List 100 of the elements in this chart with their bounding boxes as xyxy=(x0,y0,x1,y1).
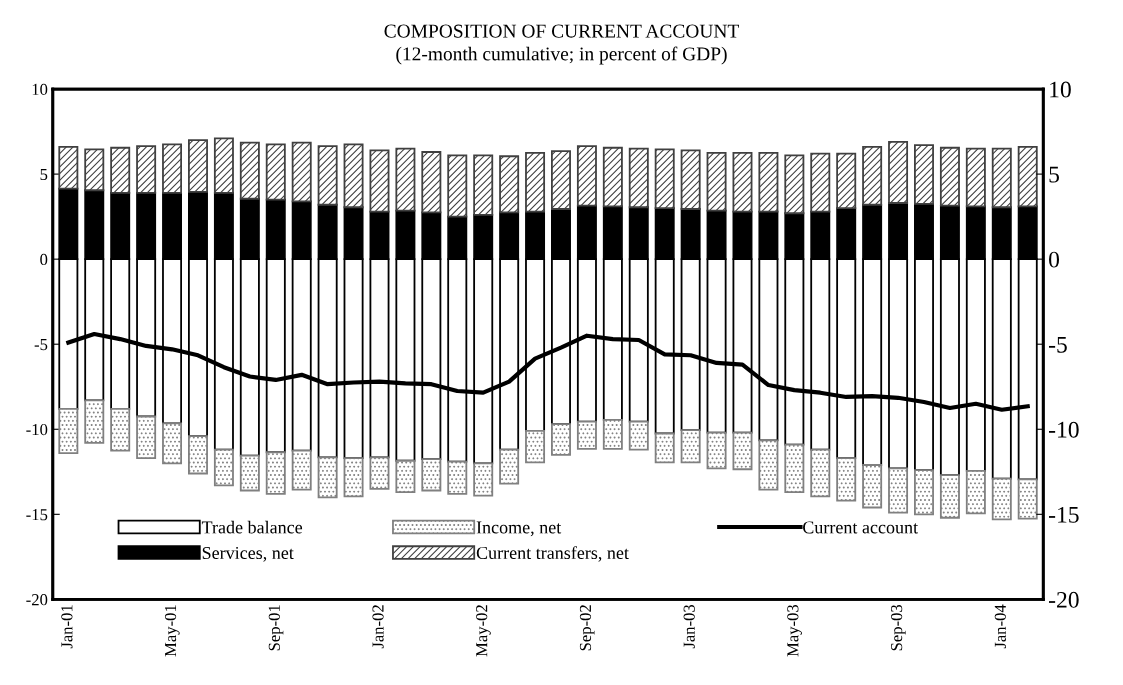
bar xyxy=(784,443,805,494)
bar xyxy=(862,145,883,206)
x-tick-label: Jan-02 xyxy=(372,605,384,649)
legend-label: Services, net xyxy=(202,546,294,562)
bar xyxy=(369,149,390,213)
bar xyxy=(991,147,1012,209)
bar xyxy=(499,448,520,485)
bar xyxy=(291,449,312,491)
bar xyxy=(602,146,623,208)
bar xyxy=(706,151,727,212)
y2-tick-label: -10 xyxy=(1049,421,1079,438)
y-tick-label: -15 xyxy=(26,509,48,521)
bar xyxy=(317,456,338,499)
bar xyxy=(447,460,468,495)
bar xyxy=(110,146,131,194)
chart-subtitle: (12-month cumulative; in percent of GDP) xyxy=(396,46,727,65)
bar xyxy=(265,451,286,495)
x-tick-label: Jan-01 xyxy=(61,605,73,649)
bar xyxy=(991,477,1012,521)
bar xyxy=(732,431,753,471)
y2-tick-label: 0 xyxy=(1049,251,1060,268)
y-tick-label: 0 xyxy=(40,253,48,266)
bar xyxy=(914,469,934,516)
bar xyxy=(732,151,753,213)
bar xyxy=(525,430,546,464)
x-tick-label: May-01 xyxy=(164,605,180,657)
bar xyxy=(473,154,494,216)
bar xyxy=(136,415,157,460)
bar xyxy=(343,457,364,498)
x-tick-label: Jan-03 xyxy=(683,604,695,649)
bar xyxy=(1017,145,1038,208)
y2-tick-label: 5 xyxy=(1049,166,1060,183)
bar xyxy=(551,423,571,456)
bar xyxy=(188,435,208,475)
bar xyxy=(628,420,649,451)
bar xyxy=(965,470,986,515)
bar xyxy=(447,154,468,218)
bar xyxy=(291,141,312,203)
bar xyxy=(836,152,857,210)
x-tick-label: May-03 xyxy=(787,604,802,657)
bar xyxy=(343,143,364,209)
bar xyxy=(836,457,857,502)
bar xyxy=(810,448,831,498)
bar xyxy=(654,148,675,210)
y2-tick-label: -5 xyxy=(1049,336,1067,353)
y-tick-label: -5 xyxy=(34,339,48,351)
y2-tick-label: -15 xyxy=(1049,506,1079,523)
bar xyxy=(576,145,597,207)
bar xyxy=(213,137,234,194)
y2-tick-label: -20 xyxy=(1049,591,1079,608)
x-tick-label: May-02 xyxy=(476,605,491,657)
bar xyxy=(162,422,183,465)
bar xyxy=(84,148,105,192)
y-tick-label: 10 xyxy=(32,83,48,95)
bar xyxy=(758,439,779,491)
x-tick-label: Sep-01 xyxy=(268,605,284,651)
legend-label: Current transfers, net xyxy=(476,546,629,562)
bar xyxy=(265,143,286,201)
bar xyxy=(421,151,442,214)
y2-tick-label: 10 xyxy=(1050,81,1071,98)
legend-label: Income, net xyxy=(476,521,562,537)
bar xyxy=(162,143,183,194)
bar xyxy=(784,154,805,215)
x-tick-label: Sep-02 xyxy=(579,605,595,651)
bar xyxy=(317,145,338,206)
bar xyxy=(421,458,442,492)
bar xyxy=(525,151,546,213)
bar xyxy=(654,432,675,464)
bar xyxy=(499,155,520,214)
bar xyxy=(239,141,260,200)
bar xyxy=(939,474,960,519)
bar xyxy=(576,420,597,450)
bar xyxy=(213,448,234,487)
bar xyxy=(758,151,779,213)
bar xyxy=(239,454,260,492)
bar xyxy=(136,145,157,194)
bar xyxy=(628,147,649,209)
bar xyxy=(810,152,831,213)
bar xyxy=(395,147,416,212)
y-tick-label: -10 xyxy=(26,423,48,436)
bar xyxy=(680,429,701,464)
x-tick-label: Sep-03 xyxy=(890,604,906,651)
bar xyxy=(551,150,571,210)
bar xyxy=(914,144,934,205)
bar xyxy=(965,147,986,208)
bar xyxy=(680,149,701,210)
bar xyxy=(1017,478,1038,520)
bar xyxy=(473,462,494,497)
bar xyxy=(58,145,79,190)
bar xyxy=(188,139,208,193)
bar xyxy=(939,146,960,207)
bar xyxy=(84,399,105,444)
bar xyxy=(395,459,416,494)
legend-label: Current account xyxy=(803,521,918,534)
legend-label: Trade balance xyxy=(201,520,303,534)
bar xyxy=(369,456,390,490)
bar xyxy=(110,407,131,452)
bar xyxy=(888,467,909,514)
y-tick-label: 5 xyxy=(40,168,48,181)
bar xyxy=(888,140,909,204)
